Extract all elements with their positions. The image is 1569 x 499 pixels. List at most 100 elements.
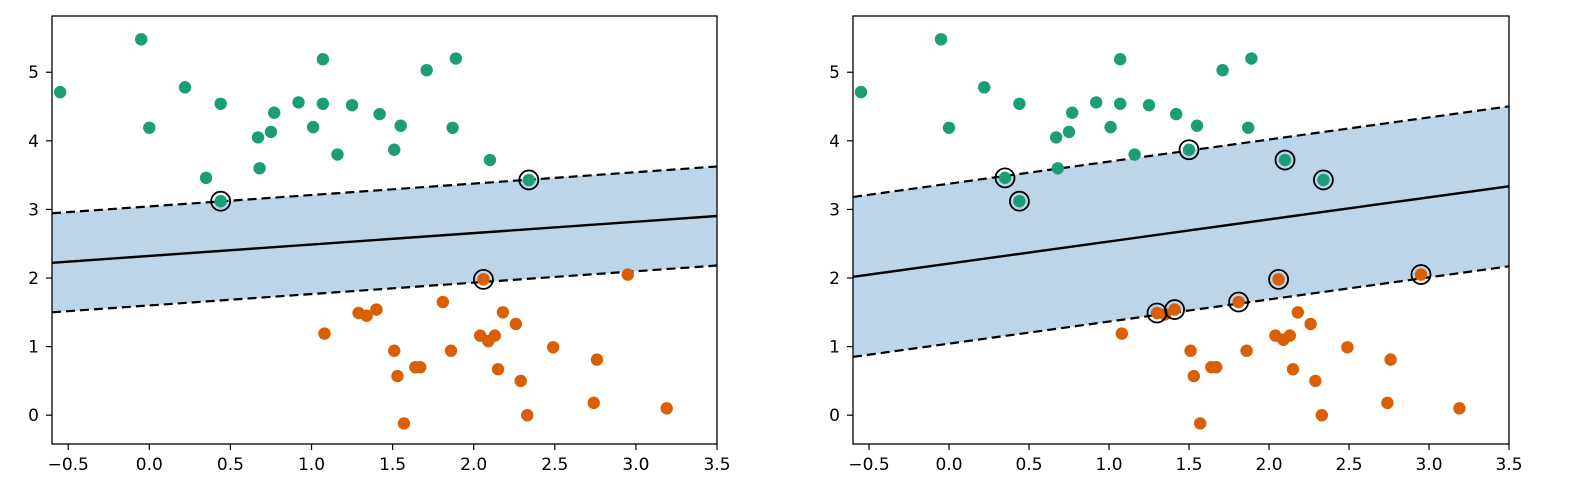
support-vector-ring xyxy=(1228,291,1249,313)
class-a-point xyxy=(135,33,148,46)
x-tick-label: 1.5 xyxy=(379,455,406,475)
class-b-point xyxy=(318,327,331,340)
class-a-point xyxy=(1245,52,1258,65)
class-b-point xyxy=(546,341,560,354)
class-b-point xyxy=(391,369,404,383)
class-b-point xyxy=(1381,396,1394,410)
class-a-point xyxy=(1216,63,1229,77)
margin-line-upper xyxy=(853,105,1509,199)
class-a-point xyxy=(978,81,991,94)
class-b-point xyxy=(1283,329,1297,342)
x-axis: −0.5 0.0 0.5 1.0 1.5 2.0 2.5 3.0 3.5 xyxy=(848,444,1523,475)
class-b-point xyxy=(1304,317,1317,331)
class-a-point xyxy=(998,171,1012,185)
class-b-point xyxy=(1291,306,1305,319)
y-tick-label: 0 xyxy=(28,406,39,426)
x-tick-label: −0.5 xyxy=(48,455,89,475)
class-b-point xyxy=(488,329,501,342)
class-a-point xyxy=(268,106,281,119)
class-b-point xyxy=(1272,273,1285,286)
class-a-point xyxy=(1190,119,1204,132)
support-vector-ring xyxy=(1313,169,1334,191)
class-b-point xyxy=(370,303,383,316)
chart-panel-1: −0.5 0.0 0.5 1.0 1.5 2.0 2.5 3.0 3.5 0 1 2 3 4 5 xyxy=(28,15,731,475)
decision-boundary xyxy=(52,214,717,264)
class-a-point xyxy=(1013,194,1026,208)
class-b-point xyxy=(360,309,373,322)
plot-area xyxy=(52,33,717,430)
class-a-point xyxy=(483,153,497,167)
class-b-point xyxy=(1341,341,1354,354)
y-axis: 0 1 2 3 4 5 xyxy=(829,63,853,426)
x-tick-label: 2.0 xyxy=(1255,455,1282,475)
support-vector-ring xyxy=(1009,190,1030,212)
class-a-point xyxy=(1104,120,1117,134)
support-vector-ring xyxy=(1178,139,1200,161)
x-tick-label: 0.5 xyxy=(217,455,244,475)
class-a-point xyxy=(1114,53,1127,66)
class-a-point xyxy=(1062,125,1076,139)
support-vector-ring xyxy=(1410,264,1432,285)
y-tick-label: 1 xyxy=(28,338,39,358)
class-a-point xyxy=(316,53,330,66)
x-tick-label: 0.0 xyxy=(935,455,962,475)
y-tick-label: 3 xyxy=(829,200,840,220)
class-a-point xyxy=(1142,98,1156,112)
support-vector-ring xyxy=(1164,299,1185,320)
class-b-point xyxy=(413,360,427,374)
axes-frame xyxy=(51,15,718,445)
class-b-point xyxy=(1414,268,1428,281)
class-a-point xyxy=(199,171,213,185)
support-vector-ring xyxy=(1268,268,1289,290)
class-b-point xyxy=(1184,344,1197,357)
plot-area xyxy=(853,33,1509,430)
class-a-point xyxy=(1278,153,1292,167)
class-b-point xyxy=(590,353,604,366)
support-vector-ring xyxy=(994,167,1016,189)
class-b-point xyxy=(587,396,600,410)
y-tick-label: 2 xyxy=(829,269,840,289)
class-a-point xyxy=(214,97,227,110)
y-tick-label: 3 xyxy=(28,200,39,220)
class-b-point xyxy=(1194,417,1207,430)
class-b-point xyxy=(1286,363,1300,376)
class-a-point xyxy=(251,131,265,144)
class-b-point xyxy=(491,363,505,376)
support-vector-ring xyxy=(518,169,540,191)
class-a-point xyxy=(942,121,956,135)
y-tick-label: 4 xyxy=(829,132,840,152)
class-a-point xyxy=(388,143,401,156)
x-tick-label: 1.5 xyxy=(1175,455,1202,475)
class-b-point xyxy=(1315,408,1329,422)
class-a-point xyxy=(1182,143,1196,156)
class-b-point xyxy=(1115,327,1129,340)
class-a-point xyxy=(522,173,536,187)
support-vector-ring xyxy=(1274,149,1296,171)
class-a-point xyxy=(1013,97,1026,110)
class-a-point xyxy=(1242,121,1255,135)
class-a-point xyxy=(264,125,278,139)
x-tick-label: 3.5 xyxy=(1495,455,1522,475)
y-tick-label: 1 xyxy=(829,338,840,358)
support-vector-ring xyxy=(473,268,494,290)
x-tick-label: 3.0 xyxy=(622,455,649,475)
x-tick-label: 3.5 xyxy=(703,455,730,475)
x-tick-label: 3.0 xyxy=(1415,455,1442,475)
class-a-point xyxy=(449,52,463,65)
class-b-point xyxy=(496,306,510,319)
chart-panel-2: −0.5 0.0 0.5 1.0 1.5 2.0 2.5 3.0 3.5 0 1 2 3 4 5 xyxy=(829,15,1523,475)
class-b-point xyxy=(1453,402,1466,415)
class-b-point xyxy=(521,408,534,422)
class-b-point xyxy=(1384,353,1397,366)
margin-line-lower xyxy=(853,265,1509,359)
class-a-point xyxy=(1128,148,1141,161)
x-tick-label: 0.5 xyxy=(1015,455,1042,475)
class-b-point xyxy=(388,344,401,357)
y-tick-label: 5 xyxy=(829,63,840,83)
class-b-point xyxy=(660,402,673,415)
x-tick-label: 1.0 xyxy=(298,455,325,475)
x-tick-label: 2.0 xyxy=(460,455,487,475)
class-b-point xyxy=(1240,344,1253,357)
class-b-point xyxy=(477,273,490,286)
